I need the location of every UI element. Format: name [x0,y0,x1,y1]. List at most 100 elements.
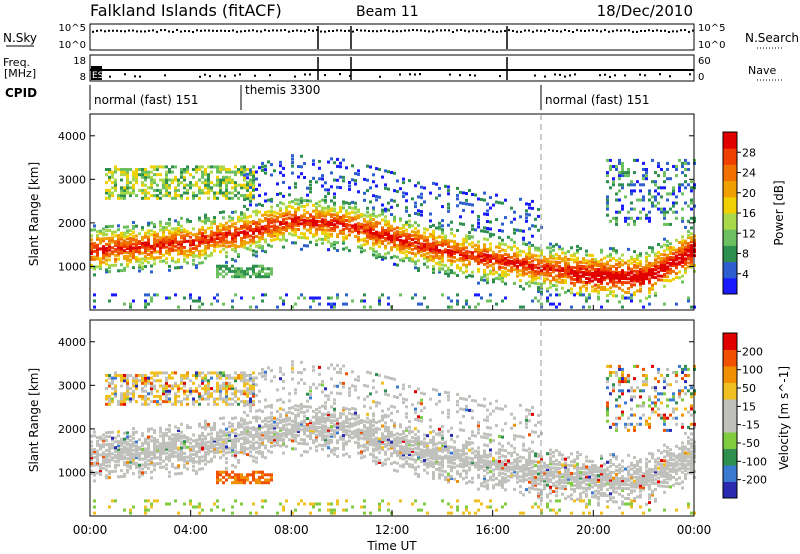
power-cell [549,246,552,250]
power-cell [330,226,333,230]
velocity-cell [144,511,147,515]
power-cell [156,183,159,187]
velocity-cell [102,462,105,466]
nave-point [614,74,616,77]
power-cell [120,269,123,273]
velocity-cell [252,459,255,463]
power-cell [474,249,477,253]
power-cell [105,225,108,229]
power-cell [279,171,282,175]
nsky-point [676,30,678,33]
power-cell [441,251,444,255]
power-cell [279,209,282,213]
power-cell [639,216,642,220]
velocity-cell [204,447,207,451]
power-cell [108,236,111,240]
power-cell [255,244,258,248]
power-cell [195,266,198,270]
velocity-cell [126,437,129,441]
power-cell [645,259,648,263]
power-cell [297,222,300,226]
power-cell [660,207,663,211]
velocity-cell [192,449,195,453]
nsky-point [508,29,510,32]
power-cell [555,243,558,247]
power-cell [357,226,360,229]
power-cell [216,272,219,276]
power-cell [678,246,681,250]
power-cell [243,275,246,279]
power-cell [363,217,366,221]
power-cell [621,259,624,263]
power-cell [192,243,195,247]
power-cell [234,222,237,226]
velocity-cell [165,397,168,401]
nave-point [349,74,351,77]
power-cell [195,194,198,198]
velocity-cell [126,376,129,380]
power-cell [189,235,192,239]
velocity-cell [204,445,207,449]
power-cell [171,233,174,237]
power-cell [171,170,174,174]
velocity-cell [135,400,138,404]
power-cell [603,276,606,280]
velocity-cell [207,423,210,426]
power-cell [456,193,459,197]
power-cell [636,279,639,283]
power-cell [681,260,684,264]
power-cell [201,235,204,239]
velocity-cell [231,505,234,509]
power-cell [480,250,483,254]
power-cell [288,226,291,230]
power-cell [381,255,384,259]
power-cell [462,243,465,247]
power-cell [645,296,648,300]
power-cell [261,247,264,251]
power-cell [117,224,120,228]
power-cell [342,237,345,241]
power-cell [573,283,576,287]
power-cell [393,235,396,239]
power-cell [159,222,162,226]
power-cell [318,166,321,170]
power-cell [405,209,408,213]
power-cell [330,244,333,248]
power-cell [630,283,633,287]
power-cell [183,253,186,257]
power-cell [432,259,435,263]
velocity-cell [252,416,255,420]
velocity-cell [165,389,168,393]
velocity-cell [207,444,210,448]
cpid-mode-2: themis 3300 [245,83,320,97]
power-cell [354,205,357,209]
power-cell [345,211,348,215]
power-cell [180,224,183,228]
power-cell [342,216,345,220]
power-cell [111,186,114,190]
power-cell [453,271,456,275]
power-cell [633,158,636,162]
power-cell [222,237,225,241]
power-cell [330,199,333,203]
nsky-point [684,29,686,32]
power-cell [180,216,183,220]
power-cell [624,281,627,285]
velocity-cell [162,465,165,469]
velocity-cell [237,460,240,464]
power-cell [471,210,474,214]
power-cell [246,219,249,223]
nsky-point [444,29,446,32]
power-cell [615,276,618,280]
velocity-cell [177,429,180,432]
power-cell [357,214,360,218]
nsky-point [532,30,534,33]
power-cell [240,272,243,276]
power-cell [198,188,201,192]
power-cell [618,273,621,276]
power-cell [330,305,333,309]
power-cell [201,220,204,223]
power-cell [399,219,402,223]
power-cell [615,198,618,202]
power-cell [303,244,306,248]
